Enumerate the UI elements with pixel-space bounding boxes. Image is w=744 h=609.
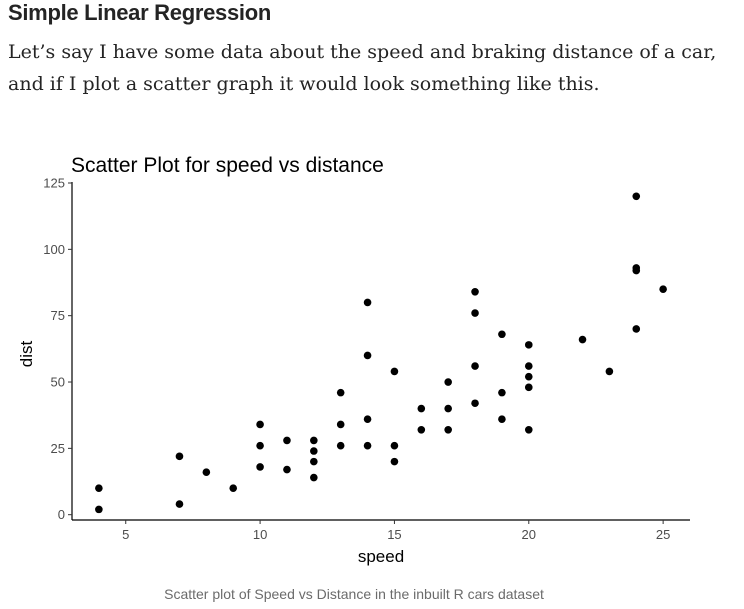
- y-tick-label: 25: [51, 441, 65, 456]
- data-point: [444, 404, 452, 413]
- data-point: [310, 447, 318, 455]
- y-tick-label: 0: [58, 507, 65, 522]
- y-tick-label: 50: [51, 375, 65, 390]
- data-point: [363, 415, 372, 423]
- data-point: [390, 441, 399, 450]
- data-point: [175, 500, 184, 508]
- y-axis-label: dist: [17, 341, 36, 368]
- data-point: [471, 287, 479, 296]
- data-point: [283, 465, 291, 474]
- data-point: [336, 388, 345, 397]
- data-point: [256, 463, 264, 471]
- x-tick-label: 20: [522, 527, 536, 542]
- data-point: [417, 404, 426, 413]
- data-point: [632, 192, 641, 201]
- data-point: [95, 505, 103, 514]
- data-point: [363, 441, 372, 450]
- data-point: [632, 325, 641, 333]
- data-point: [310, 436, 318, 445]
- data-point: [283, 436, 291, 445]
- data-point: [417, 425, 426, 434]
- data-point: [444, 425, 452, 434]
- x-tick-label: 15: [387, 527, 401, 542]
- scatter-figure: Scatter Plot for speed vs distance 0 25 50…: [0, 140, 744, 580]
- data-point: [95, 484, 103, 492]
- data-point: [524, 383, 533, 392]
- x-tick-label: 25: [656, 527, 670, 542]
- x-tick-label: 10: [253, 527, 267, 542]
- data-point: [336, 441, 345, 450]
- data-point: [471, 399, 479, 408]
- y-tick-label: 75: [51, 308, 65, 323]
- data-point: [659, 285, 667, 293]
- data-point: [524, 341, 533, 349]
- data-points: [95, 192, 667, 514]
- x-axis-label: speed: [358, 547, 404, 566]
- data-point: [390, 367, 399, 376]
- data-point: [310, 473, 318, 482]
- data-point: [175, 452, 184, 461]
- data-point: [444, 378, 452, 386]
- data-point: [471, 309, 479, 317]
- y-tick-label: 100: [43, 242, 65, 257]
- data-point: [471, 362, 479, 370]
- data-point: [256, 441, 264, 450]
- y-tick-label: 125: [43, 176, 65, 191]
- data-point: [524, 362, 533, 370]
- data-point: [310, 457, 318, 466]
- article-paragraph: Let’s say I have some data about the spe…: [8, 41, 717, 95]
- data-point: [229, 484, 238, 492]
- data-point: [632, 264, 641, 272]
- scatter-chart: Scatter Plot for speed vs distance 02550…: [17, 154, 690, 566]
- y-axis: 0 25 50 75 100 125: [43, 176, 73, 522]
- data-point: [256, 420, 264, 429]
- data-point: [605, 367, 614, 376]
- data-point: [498, 388, 506, 397]
- data-point: [524, 372, 533, 381]
- data-point: [202, 468, 211, 477]
- data-point: [363, 351, 372, 360]
- x-axis: 5 10 15 20 25: [72, 519, 690, 542]
- figure-caption: Scatter plot of Speed vs Distance in the…: [164, 586, 544, 602]
- data-point: [336, 420, 345, 429]
- chart-title: Scatter Plot for speed vs distance: [71, 154, 384, 177]
- data-point: [524, 425, 533, 434]
- data-point: [363, 298, 372, 307]
- data-point: [498, 415, 506, 423]
- data-point: [498, 330, 506, 339]
- data-point: [390, 457, 399, 466]
- data-point: [578, 335, 587, 344]
- x-tick-label: 5: [122, 527, 129, 542]
- article-heading: Simple Linear Regression: [8, 0, 271, 25]
